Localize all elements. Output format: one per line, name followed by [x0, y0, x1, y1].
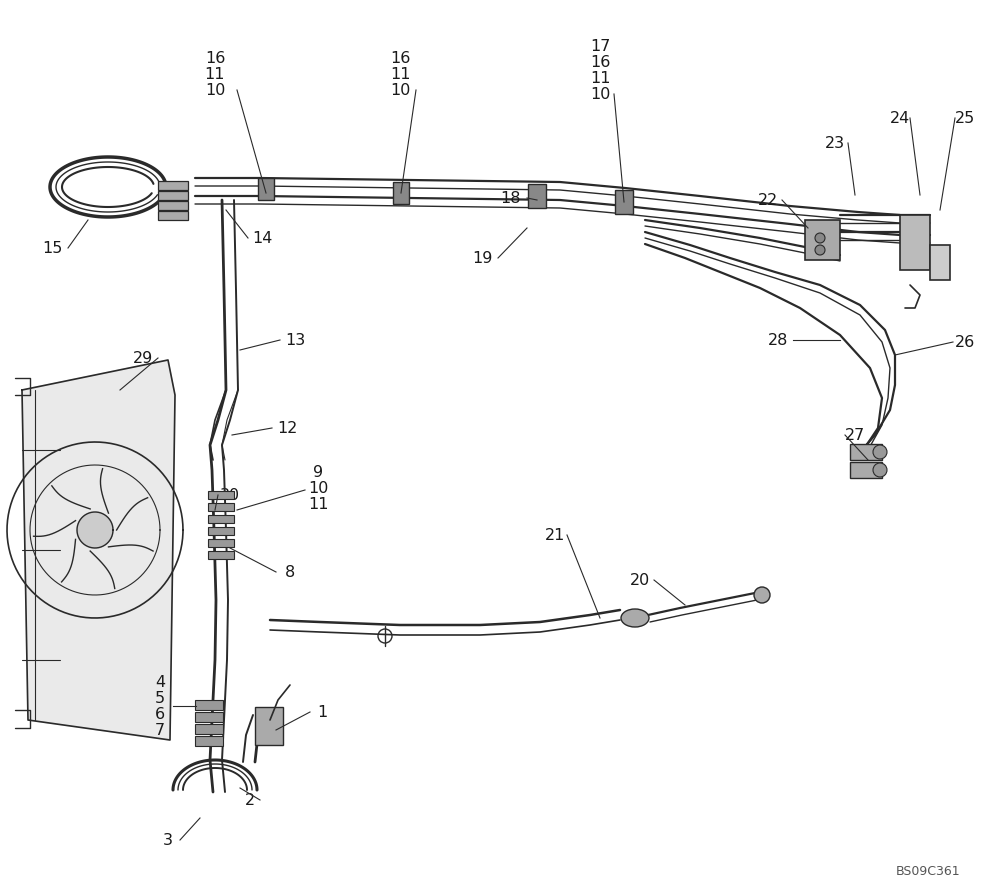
- Text: 28: 28: [768, 332, 788, 348]
- Polygon shape: [77, 512, 113, 548]
- Text: 7: 7: [155, 722, 165, 737]
- Text: 10: 10: [390, 82, 410, 98]
- Text: 12: 12: [277, 420, 297, 435]
- Circle shape: [815, 245, 825, 255]
- Text: 26: 26: [955, 334, 975, 349]
- Bar: [208, 527, 234, 535]
- Text: 13: 13: [285, 332, 305, 348]
- Bar: [850, 462, 882, 478]
- Text: 2: 2: [245, 792, 255, 807]
- Text: 22: 22: [758, 193, 778, 208]
- Bar: [900, 215, 930, 270]
- Text: 27: 27: [845, 427, 865, 443]
- Text: 21: 21: [545, 528, 565, 542]
- Bar: [208, 503, 234, 511]
- Bar: [195, 736, 223, 746]
- Text: 16: 16: [390, 50, 410, 65]
- Bar: [158, 211, 188, 220]
- Bar: [158, 201, 188, 210]
- Text: 11: 11: [590, 71, 610, 85]
- Circle shape: [815, 233, 825, 243]
- Bar: [258, 178, 274, 200]
- Bar: [195, 712, 223, 722]
- Bar: [158, 181, 188, 190]
- Text: 16: 16: [590, 55, 610, 70]
- Polygon shape: [22, 360, 175, 740]
- Text: 11: 11: [205, 66, 225, 82]
- Bar: [195, 700, 223, 710]
- Text: 16: 16: [205, 50, 225, 65]
- Text: 11: 11: [308, 496, 328, 512]
- Bar: [255, 707, 283, 745]
- Text: 1: 1: [317, 704, 327, 719]
- Text: 3: 3: [163, 832, 173, 848]
- Text: 10: 10: [308, 480, 328, 495]
- Bar: [528, 184, 546, 208]
- Text: 17: 17: [590, 39, 610, 54]
- Text: 18: 18: [500, 191, 520, 205]
- Text: 30: 30: [220, 487, 240, 503]
- Circle shape: [754, 587, 770, 603]
- Ellipse shape: [621, 609, 649, 627]
- Text: 19: 19: [472, 251, 492, 265]
- Text: 11: 11: [390, 66, 410, 82]
- Text: 20: 20: [630, 573, 650, 588]
- Text: 29: 29: [133, 350, 153, 366]
- Text: 4: 4: [155, 675, 165, 690]
- Text: 6: 6: [155, 707, 165, 721]
- Text: 24: 24: [890, 110, 910, 125]
- Text: BS09C361: BS09C361: [895, 865, 960, 878]
- Bar: [393, 182, 409, 204]
- Bar: [208, 515, 234, 523]
- Text: 10: 10: [590, 87, 610, 101]
- Text: 23: 23: [825, 135, 845, 151]
- Circle shape: [873, 445, 887, 459]
- Bar: [208, 539, 234, 547]
- Text: 5: 5: [155, 691, 165, 705]
- Text: 14: 14: [252, 230, 272, 246]
- Text: 10: 10: [205, 82, 225, 98]
- Text: 25: 25: [955, 110, 975, 125]
- Circle shape: [873, 463, 887, 477]
- Bar: [615, 190, 633, 214]
- Bar: [158, 191, 188, 200]
- Bar: [195, 724, 223, 734]
- Bar: [208, 551, 234, 559]
- Text: 8: 8: [285, 564, 295, 580]
- Bar: [850, 444, 882, 460]
- Bar: [930, 245, 950, 280]
- Bar: [805, 220, 840, 260]
- Bar: [208, 491, 234, 499]
- Text: 15: 15: [42, 240, 62, 255]
- Text: 9: 9: [313, 464, 323, 479]
